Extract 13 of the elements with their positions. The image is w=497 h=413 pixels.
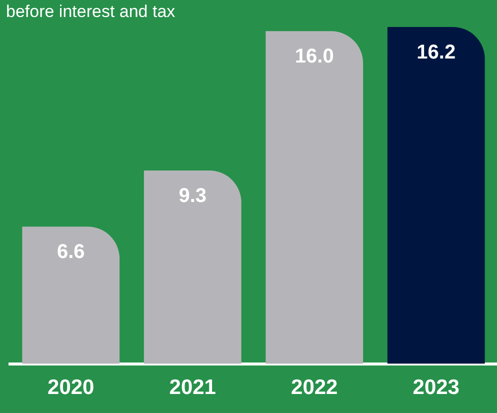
data-label: 16.0 [294,46,334,68]
bar [266,31,364,364]
bar [22,226,120,364]
bar [387,27,485,364]
bar [144,170,242,364]
data-label: 16.2 [416,42,456,64]
x-tick-label: 2022 [291,376,338,400]
data-label: 9.3 [178,184,207,207]
chart-title: before interest and tax [6,2,176,22]
x-tick-label: 2020 [48,376,94,400]
x-tick-label: 2023 [412,376,460,400]
data-label: 6.6 [56,241,85,264]
x-tick-label: 2021 [169,376,216,400]
